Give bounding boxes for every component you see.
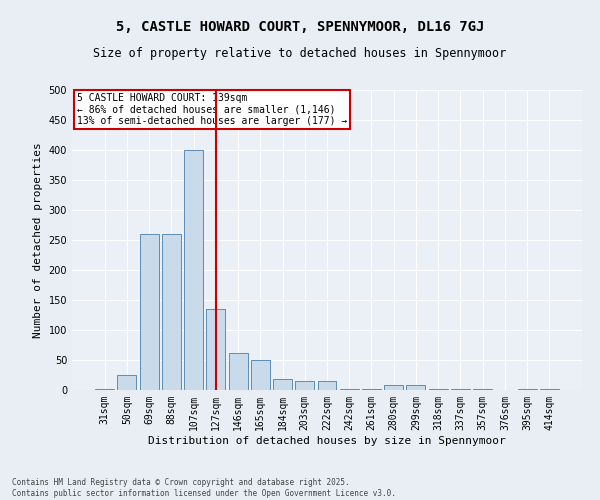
Bar — [118, 375, 136, 390]
X-axis label: Distribution of detached houses by size in Spennymoor: Distribution of detached houses by size … — [148, 436, 506, 446]
Bar — [406, 385, 425, 390]
Text: 5, CASTLE HOWARD COURT, SPENNYMOOR, DL16 7GJ: 5, CASTLE HOWARD COURT, SPENNYMOOR, DL16… — [116, 20, 484, 34]
Bar — [140, 234, 158, 390]
Bar — [229, 353, 248, 390]
Bar — [340, 389, 359, 390]
Text: 5 CASTLE HOWARD COURT: 139sqm
← 86% of detached houses are smaller (1,146)
13% o: 5 CASTLE HOWARD COURT: 139sqm ← 86% of d… — [77, 93, 347, 126]
Bar — [273, 379, 292, 390]
Bar — [251, 360, 270, 390]
Bar — [206, 309, 225, 390]
Bar — [184, 150, 203, 390]
Bar — [162, 234, 181, 390]
Bar — [384, 385, 403, 390]
Bar — [451, 389, 470, 390]
Text: Contains HM Land Registry data © Crown copyright and database right 2025.
Contai: Contains HM Land Registry data © Crown c… — [12, 478, 396, 498]
Bar — [295, 381, 314, 390]
Y-axis label: Number of detached properties: Number of detached properties — [33, 142, 43, 338]
Text: Size of property relative to detached houses in Spennymoor: Size of property relative to detached ho… — [94, 48, 506, 60]
Bar — [95, 389, 114, 390]
Bar — [317, 381, 337, 390]
